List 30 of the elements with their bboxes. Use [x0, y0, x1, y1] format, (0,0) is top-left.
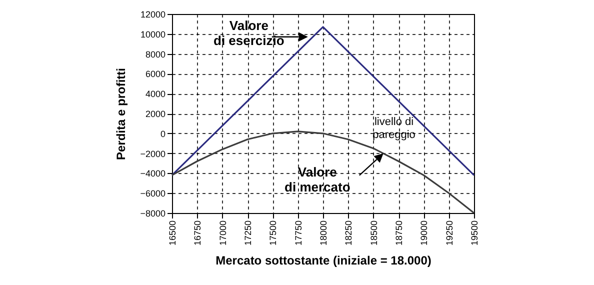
y-tick-label: −6000 [140, 188, 166, 199]
x-tick-label: 18750 [394, 220, 404, 246]
x-tick-label: 19000 [419, 220, 430, 246]
annotation: Valore di mercato [284, 164, 350, 194]
x-tick-label: 18000 [318, 220, 328, 246]
x-tick-label: 17500 [268, 220, 278, 246]
annotation: Valore di esercizio [214, 18, 284, 48]
x-tick-label: 18500 [368, 220, 379, 246]
x-tick-label: 17250 [243, 220, 253, 246]
line-series [171, 130, 475, 214]
y-axis-title: Perdita e profitti [114, 68, 128, 160]
y-tick-label: 2000 [145, 109, 166, 119]
y-tick-label: 10000 [140, 29, 166, 40]
y-tick-label: 8000 [145, 49, 166, 60]
y-tick-label: 0 [160, 128, 166, 139]
x-tick-label: 16750 [192, 220, 203, 246]
x-tick-label: 17750 [293, 220, 304, 246]
annotation: livello di pareggio [372, 116, 416, 141]
y-tick-label: 6000 [145, 69, 166, 80]
y-tick-label: −4000 [140, 168, 166, 179]
x-tick-label: 19500 [470, 220, 480, 246]
y-tick-label: −8000 [140, 208, 166, 218]
x-tick-label: 19250 [444, 220, 454, 246]
y-tick-label: 12000 [140, 10, 166, 20]
y-tick-label: 4000 [145, 89, 166, 100]
x-tick-label: 16500 [168, 220, 178, 246]
x-axis-title: Mercato sottostante (iniziale = 18.000) [216, 254, 432, 268]
x-tick-label: 18250 [344, 220, 354, 246]
y-tick-label: −2000 [140, 148, 166, 159]
x-tick-label: 17000 [218, 220, 228, 246]
